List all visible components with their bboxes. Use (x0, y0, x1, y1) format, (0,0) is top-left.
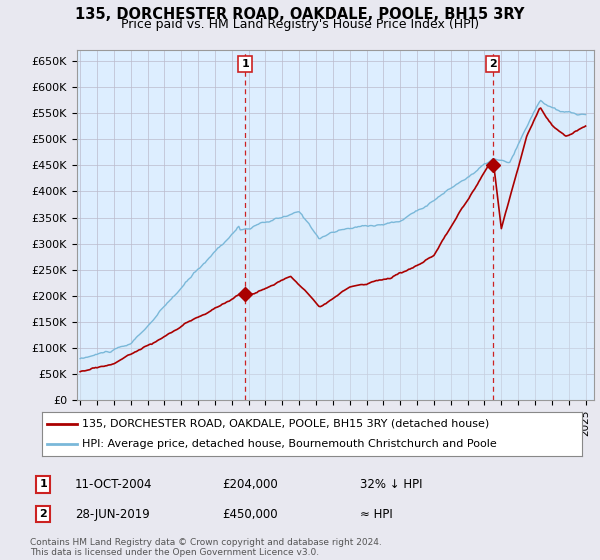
Text: 135, DORCHESTER ROAD, OAKDALE, POOLE, BH15 3RY: 135, DORCHESTER ROAD, OAKDALE, POOLE, BH… (76, 7, 524, 22)
Text: 11-OCT-2004: 11-OCT-2004 (75, 478, 152, 491)
Text: Price paid vs. HM Land Registry's House Price Index (HPI): Price paid vs. HM Land Registry's House … (121, 18, 479, 31)
Text: ≈ HPI: ≈ HPI (360, 507, 393, 521)
Text: 2: 2 (40, 509, 47, 519)
Text: 1: 1 (40, 479, 47, 489)
Text: £450,000: £450,000 (222, 507, 278, 521)
Text: 1: 1 (241, 59, 249, 69)
Text: 28-JUN-2019: 28-JUN-2019 (75, 507, 150, 521)
Text: HPI: Average price, detached house, Bournemouth Christchurch and Poole: HPI: Average price, detached house, Bour… (83, 439, 497, 449)
Text: 32% ↓ HPI: 32% ↓ HPI (360, 478, 422, 491)
Text: £204,000: £204,000 (222, 478, 278, 491)
Text: 135, DORCHESTER ROAD, OAKDALE, POOLE, BH15 3RY (detached house): 135, DORCHESTER ROAD, OAKDALE, POOLE, BH… (83, 419, 490, 429)
Text: 2: 2 (489, 59, 497, 69)
Text: Contains HM Land Registry data © Crown copyright and database right 2024.
This d: Contains HM Land Registry data © Crown c… (30, 538, 382, 557)
